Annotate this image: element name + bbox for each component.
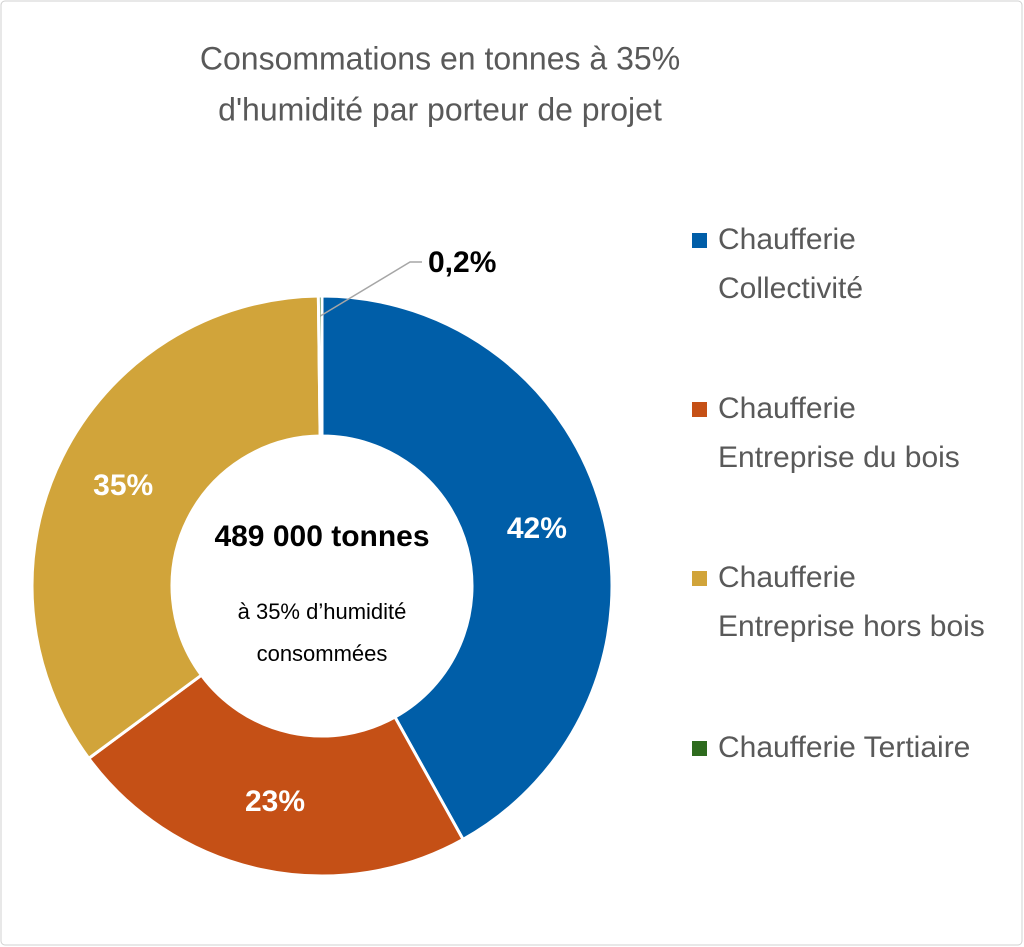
donut-slice — [320, 294, 614, 842]
center-sublabel: consommées — [257, 641, 388, 666]
data-label: 35% — [93, 469, 153, 502]
donut-slice — [86, 673, 466, 878]
leader-line — [319, 261, 422, 317]
chart-title: d'humidité par porteur de projet — [218, 91, 662, 127]
legend-label: Chaufferie Entreprise hors bois — [718, 561, 985, 643]
data-label: 42% — [507, 512, 567, 545]
legend-label: Chaufferie Collectivité — [718, 223, 864, 305]
legend-swatch — [692, 741, 707, 756]
legend-swatch — [692, 402, 707, 417]
donut-slice — [316, 294, 324, 438]
donut-slice — [30, 294, 322, 761]
data-label: 23% — [245, 785, 305, 818]
legend-label: Chaufferie Entreprise du bois — [718, 392, 960, 474]
data-label: 0,2% — [428, 246, 496, 279]
legend-swatch — [692, 233, 707, 248]
legend-swatch — [692, 571, 707, 586]
chart-title: Consommations en tonnes à 35% — [200, 40, 680, 76]
legend-label: Chaufferie Tertiaire — [718, 731, 971, 764]
donut — [30, 294, 614, 878]
center-sublabel: à 35% d’humidité — [238, 599, 407, 624]
center-label: 489 000 tonnes — [214, 520, 429, 553]
